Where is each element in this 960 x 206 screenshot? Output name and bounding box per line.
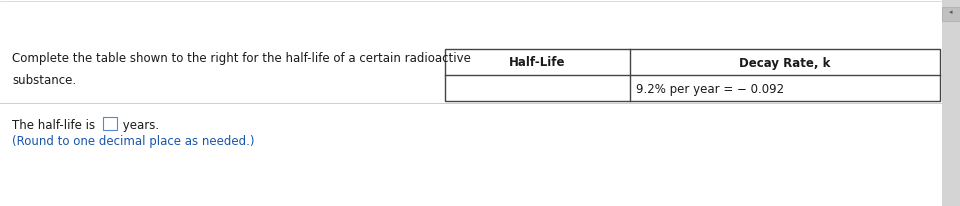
Text: Decay Rate, k: Decay Rate, k: [739, 56, 830, 69]
Text: years.: years.: [119, 118, 159, 131]
Bar: [103, 117, 117, 130]
Text: 9.2% per year = − 0.092: 9.2% per year = − 0.092: [636, 82, 784, 95]
Text: ◂: ◂: [949, 9, 952, 15]
Text: (Round to one decimal place as needed.): (Round to one decimal place as needed.): [12, 134, 254, 147]
Text: The half-life is: The half-life is: [12, 118, 99, 131]
Bar: [445, 50, 940, 102]
Text: Half-Life: Half-Life: [509, 56, 565, 69]
Bar: [942, 8, 960, 22]
Bar: [942, 0, 960, 206]
Text: substance.: substance.: [12, 74, 76, 87]
Text: Complete the table shown to the right for the half-life of a certain radioactive: Complete the table shown to the right fo…: [12, 52, 470, 65]
